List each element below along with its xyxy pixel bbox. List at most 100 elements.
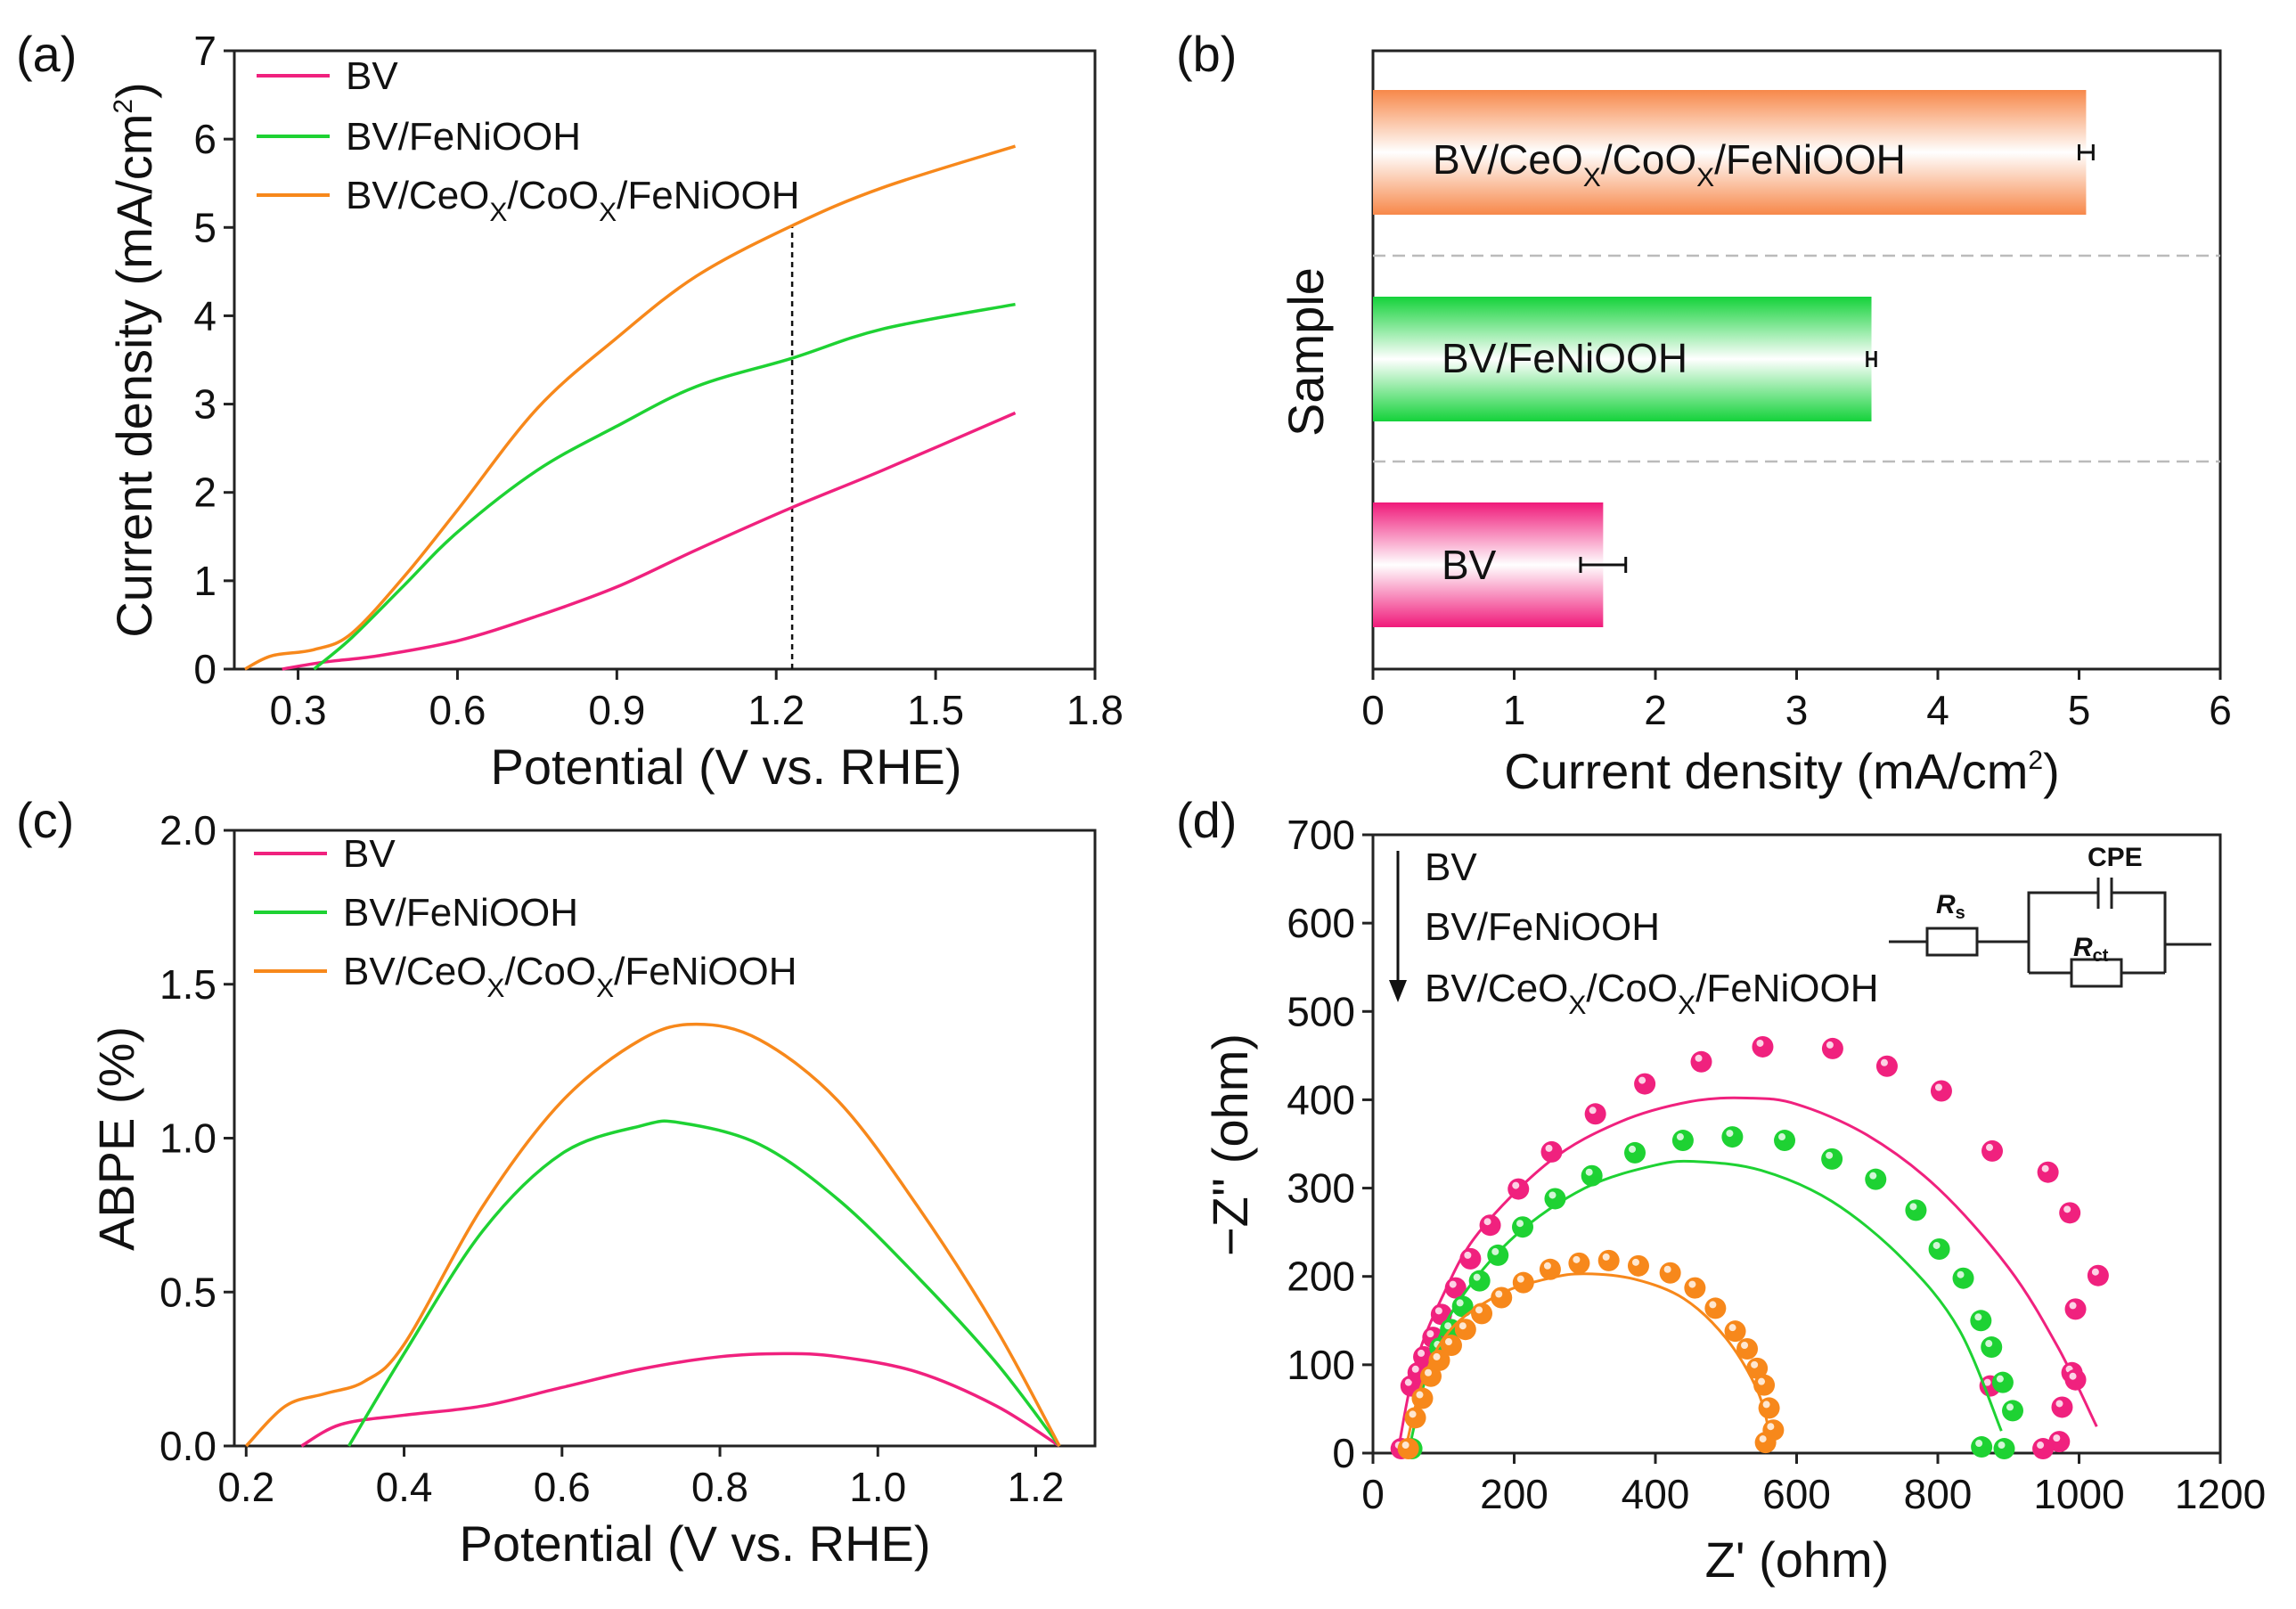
d-point-bv bbox=[2032, 1438, 2055, 1460]
d-legend-label-feniooh: BV/FeNiOOH bbox=[1425, 905, 1660, 949]
c-x-tick-label: 1.2 bbox=[1008, 1464, 1065, 1510]
panel-label-d: (d) bbox=[1176, 792, 1237, 848]
c-y-tick-label: 1.5 bbox=[159, 961, 217, 1008]
d-point-bv bbox=[2064, 1298, 2087, 1320]
c-x-tick-label: 0.2 bbox=[217, 1464, 274, 1510]
d-point-highlight bbox=[1516, 1220, 1524, 1228]
d-point-highlight bbox=[2069, 1302, 2077, 1310]
d-fit-bv bbox=[1396, 1096, 2098, 1454]
d-point-highlight bbox=[1695, 1054, 1703, 1062]
b-x-tick-label: 2 bbox=[1644, 687, 1667, 733]
d-point-bv-ceox-coox-feniooh bbox=[1471, 1303, 1493, 1325]
d-point-bv-ceox-coox-feniooh bbox=[1404, 1407, 1426, 1429]
d-point-highlight bbox=[1932, 1241, 1941, 1249]
a-x-tick-label: 0.3 bbox=[270, 687, 327, 733]
d-point-highlight bbox=[1756, 1039, 1764, 1047]
d-point-highlight bbox=[1543, 1262, 1551, 1270]
d-point-bv-feniooh bbox=[1544, 1188, 1566, 1210]
d-y-tick-label: 600 bbox=[1287, 900, 1355, 946]
d-legend-label-bv: BV bbox=[1425, 845, 1477, 889]
b-x-tick-label: 1 bbox=[1503, 687, 1526, 733]
d-point-highlight bbox=[1631, 1258, 1639, 1266]
d-point-highlight bbox=[1996, 1375, 2004, 1383]
d-point-bv bbox=[1479, 1214, 1501, 1237]
a-plot-frame bbox=[233, 49, 1097, 671]
d-y-tick-label: 200 bbox=[1287, 1254, 1355, 1300]
d-point-highlight bbox=[1545, 1144, 1553, 1152]
d-point-highlight bbox=[1433, 1352, 1441, 1360]
a-x-tick-label: 0.6 bbox=[429, 687, 486, 733]
d-point-bv-feniooh bbox=[1865, 1168, 1887, 1190]
d-point-bv-feniooh bbox=[1774, 1130, 1796, 1152]
d-x-tick-label: 800 bbox=[1904, 1471, 1973, 1517]
d-point-highlight bbox=[1638, 1076, 1646, 1084]
b-bar-bv-ceox-coox-feniooh bbox=[1373, 90, 2087, 215]
d-point-highlight bbox=[2069, 1372, 2077, 1380]
d-point-bv bbox=[1690, 1050, 1712, 1073]
d-point-bv bbox=[1634, 1073, 1656, 1095]
d-point-highlight bbox=[1464, 1251, 1472, 1259]
d-legend: BV BV/FeNiOOH BV/CeOX/CoOX/FeNiOOH bbox=[1389, 845, 1878, 1020]
d-point-highlight bbox=[1688, 1280, 1696, 1288]
d-point-bv-feniooh bbox=[1468, 1270, 1491, 1292]
d-point-highlight bbox=[1491, 1247, 1499, 1255]
a-x-tick-label: 1.5 bbox=[907, 687, 964, 733]
b-x-tick-label: 3 bbox=[1785, 687, 1809, 733]
a-series-bv bbox=[282, 411, 1017, 671]
rct-label: Rct bbox=[2073, 933, 2109, 966]
d-point-highlight bbox=[1759, 1435, 1767, 1443]
b-bar-bv-feniooh bbox=[1373, 297, 1872, 421]
d-point-highlight bbox=[1957, 1270, 1965, 1278]
a-legend-label-feniooh: BV/FeNiOOH bbox=[346, 115, 581, 159]
d-y-axis-title: −Z'' (ohm) bbox=[1202, 1033, 1258, 1256]
rs-label: Rs bbox=[1936, 890, 1965, 923]
d-point-bv-feniooh bbox=[1970, 1310, 1992, 1332]
a-y-tick-label: 4 bbox=[193, 292, 217, 339]
d-point-bv-feniooh bbox=[1928, 1237, 1950, 1260]
d-point-bv-feniooh bbox=[1981, 1336, 2003, 1359]
panel-label-c: (c) bbox=[16, 792, 74, 848]
d-point-highlight bbox=[1741, 1342, 1749, 1350]
d-point-bv-ceox-coox-feniooh bbox=[1568, 1252, 1590, 1274]
d-point-highlight bbox=[1483, 1218, 1491, 1226]
d-point-bv bbox=[1875, 1055, 1898, 1077]
d-point-highlight bbox=[1629, 1145, 1637, 1153]
d-point-highlight bbox=[2037, 1442, 2045, 1450]
d-point-bv bbox=[1508, 1178, 1530, 1200]
d-y-tick-label: 300 bbox=[1287, 1165, 1355, 1212]
a-y-tick-label: 0 bbox=[193, 646, 217, 692]
d-point-bv-feniooh bbox=[1487, 1244, 1509, 1266]
d-x-tick-label: 0 bbox=[1361, 1471, 1385, 1517]
d-x-tick-label: 1200 bbox=[2175, 1471, 2266, 1517]
c-y-tick-label: 0.5 bbox=[159, 1269, 217, 1315]
a-y-tick-label: 1 bbox=[193, 558, 217, 604]
d-x-tick-label: 600 bbox=[1762, 1471, 1831, 1517]
a-y-tick-label: 5 bbox=[193, 204, 217, 250]
d-point-bv bbox=[1752, 1035, 1774, 1058]
d-point-highlight bbox=[1709, 1301, 1717, 1309]
d-point-bv-feniooh bbox=[2002, 1400, 2024, 1422]
d-point-highlight bbox=[2063, 1205, 2071, 1213]
d-point-highlight bbox=[1751, 1360, 1759, 1368]
d-point-highlight bbox=[1985, 1340, 1993, 1348]
c-series-bv-ceox-coox-feniooh bbox=[245, 1022, 1061, 1448]
b-bar-label-ceox: BV/CeOX/CoOX/FeNiOOH bbox=[1433, 136, 1906, 192]
d-point-highlight bbox=[1473, 1273, 1481, 1281]
d-point-bv-ceox-coox-feniooh bbox=[1758, 1397, 1780, 1419]
d-point-highlight bbox=[2053, 1434, 2061, 1442]
c-y-tick-label: 2.0 bbox=[159, 807, 217, 854]
d-point-bv-ceox-coox-feniooh bbox=[1659, 1262, 1681, 1284]
d-point-highlight bbox=[1585, 1168, 1593, 1176]
d-point-bv bbox=[1821, 1037, 1843, 1059]
d-x-axis-title: Z' (ohm) bbox=[1705, 1531, 1890, 1588]
a-legend-label-ceox: BV/CeOX/CoOX/FeNiOOH bbox=[346, 174, 799, 227]
b-x-tick-label: 4 bbox=[1926, 687, 1949, 733]
d-point-highlight bbox=[1404, 1378, 1412, 1386]
panel-label-b: (b) bbox=[1176, 26, 1237, 82]
a-x-tick-label: 0.9 bbox=[588, 687, 645, 733]
d-point-bv-feniooh bbox=[1581, 1164, 1603, 1187]
d-point-highlight bbox=[1934, 1083, 1942, 1091]
d-point-bv-feniooh bbox=[1624, 1141, 1646, 1164]
d-point-bv bbox=[1540, 1140, 1563, 1163]
